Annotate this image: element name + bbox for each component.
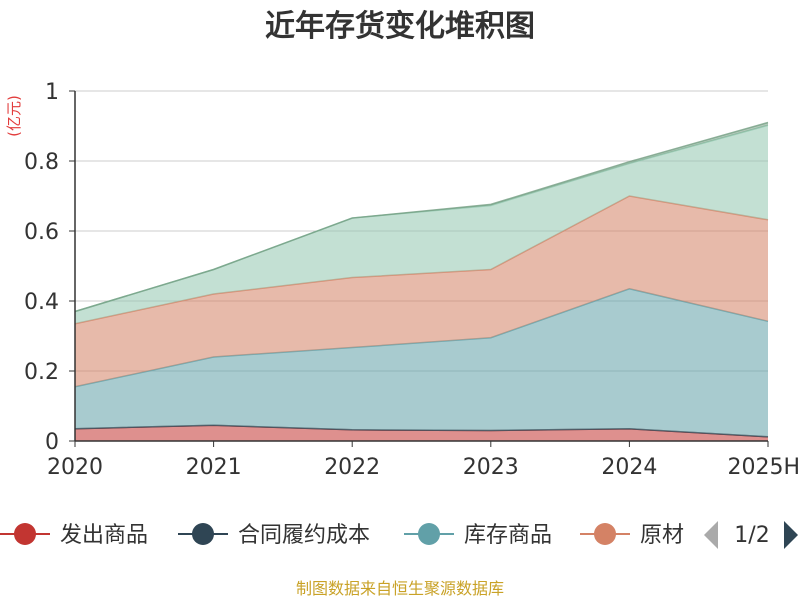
y-tick-label: 0 (45, 430, 59, 455)
y-tick-label: 0.8 (24, 150, 59, 175)
y-tick-label: 0.4 (24, 290, 59, 315)
axes: 0 0.2 0.4 0.6 0.8 1 2020 2021 2022 2023 2024 2025H (24, 80, 800, 480)
legend[interactable]: 发出商品 合同履约成本 库存商品 原材 1/2 (0, 521, 798, 549)
legend-item-1[interactable]: 合同履约成本 (178, 523, 370, 548)
legend-item-3[interactable]: 原材 (580, 523, 684, 548)
data-source-note: 制图数据来自恒生聚源数据库 (296, 579, 504, 598)
area-line-series-5 (74, 121, 769, 313)
chart-title: 近年存货变化堆积图 (265, 9, 535, 44)
legend-label: 原材 (640, 523, 684, 548)
x-tick-label: 2024 (601, 455, 657, 480)
y-tick-label: 0.6 (24, 220, 59, 245)
legend-page-indicator: 1/2 (734, 523, 769, 548)
area-series-3 (75, 196, 768, 387)
y-axis-unit: (亿元) (5, 95, 23, 137)
legend-marker (418, 523, 440, 545)
y-tick-label: 0.2 (24, 360, 59, 385)
legend-label: 合同履约成本 (238, 523, 370, 548)
x-tick-label: 2020 (47, 455, 103, 480)
triangle-right-icon[interactable] (784, 521, 798, 549)
stacked-areas (74, 121, 769, 441)
area-series-0 (75, 425, 768, 441)
x-tick-label: 2022 (324, 455, 380, 480)
legend-marker (594, 523, 616, 545)
triangle-left-icon[interactable] (704, 521, 718, 549)
legend-label: 库存商品 (464, 523, 552, 548)
x-tick-label: 2025H (727, 455, 800, 480)
y-tick-label: 1 (45, 80, 59, 105)
legend-item-2[interactable]: 库存商品 (404, 523, 552, 548)
legend-marker (14, 523, 36, 545)
x-tick-label: 2023 (463, 455, 519, 480)
area-series-4 (75, 125, 768, 324)
legend-marker (192, 523, 214, 545)
legend-label: 发出商品 (60, 523, 148, 548)
area-series-2 (75, 288, 768, 437)
x-tick-label: 2021 (186, 455, 242, 480)
legend-item-0[interactable]: 发出商品 (0, 523, 148, 548)
